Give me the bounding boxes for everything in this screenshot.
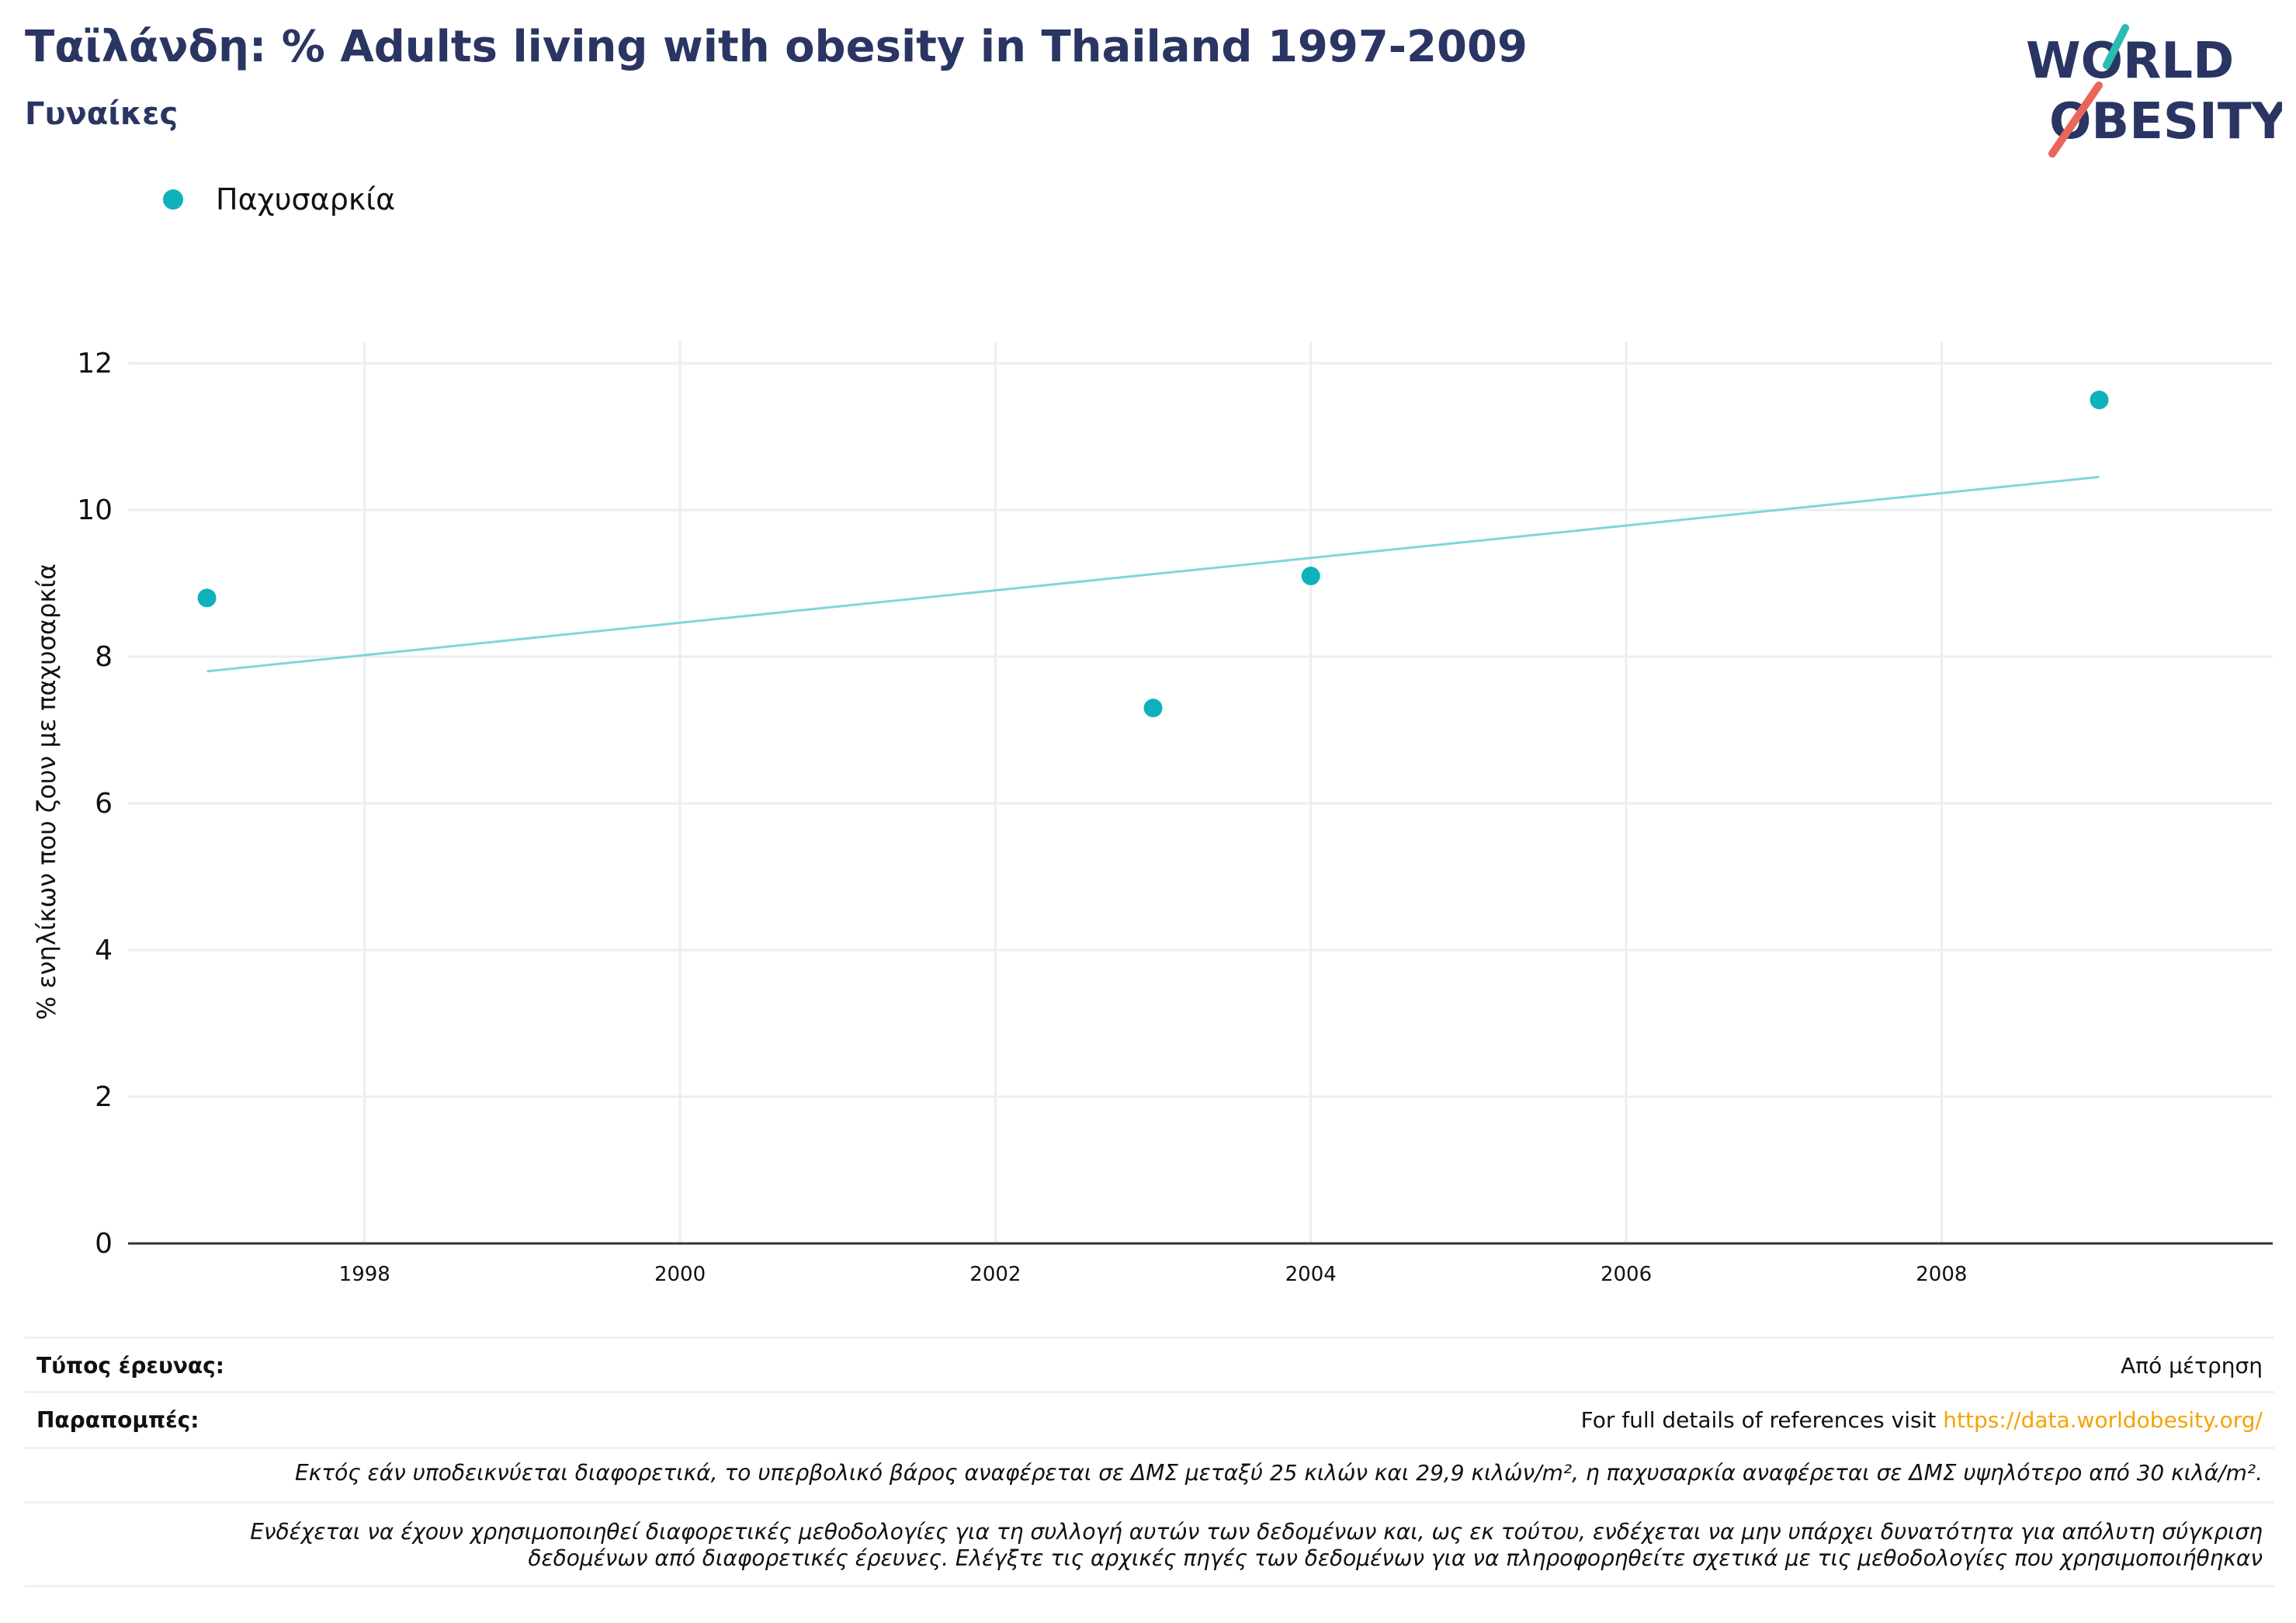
y-tick-label: 12 bbox=[77, 348, 113, 380]
legend-marker bbox=[163, 189, 183, 210]
chart-title: Ταϊλάνδη: % Adults living with obesity i… bbox=[25, 22, 1528, 72]
references-row: Παραπομπές: For full details of referenc… bbox=[25, 1391, 2274, 1448]
data-point bbox=[1143, 699, 1163, 718]
note-definition: Εκτός εάν υποδεικνύεται διαφορετικά, το … bbox=[295, 1460, 2263, 1486]
note-methodology-line2: δεδομένων από διαφορετικές έρευνες. Ελέγ… bbox=[528, 1545, 2263, 1571]
y-tick-label: 8 bbox=[95, 641, 113, 673]
chart-plot: 1998 2000 2002 2004 2006 2008 0 2 4 6 8 10 12 bbox=[77, 342, 2273, 1286]
references-text: For full details of references visit bbox=[1580, 1407, 1944, 1433]
y-tick-label: 4 bbox=[95, 935, 113, 966]
y-tick-label: 0 bbox=[95, 1228, 113, 1260]
x-tick-label: 2000 bbox=[654, 1263, 706, 1286]
survey-type-row: Τύπος έρευνας: Από μέτρηση bbox=[25, 1337, 2274, 1393]
x-tick-label: 2002 bbox=[969, 1263, 1021, 1286]
y-tick-label: 2 bbox=[95, 1081, 113, 1113]
chart-subtitle: Γυναίκες bbox=[25, 96, 179, 132]
survey-type-label: Τύπος έρευνας: bbox=[36, 1353, 224, 1379]
references-value: For full details of references visit htt… bbox=[1581, 1407, 2263, 1433]
logo-red-stroke bbox=[2048, 81, 2103, 158]
x-tick-label: 2008 bbox=[1916, 1263, 1967, 1286]
references-label: Παραπομπές: bbox=[36, 1407, 199, 1433]
world-obesity-logo: WORLD OBESITY bbox=[2026, 24, 2282, 158]
data-point bbox=[1301, 567, 1320, 586]
legend: Παχυσαρκία bbox=[163, 180, 395, 219]
note2-row: Ενδέχεται να έχουν χρησιμοποιηθεί διαφορ… bbox=[25, 1501, 2274, 1587]
x-tick-label: 1998 bbox=[339, 1263, 390, 1286]
note1-row: Εκτός εάν υποδεικνύεται διαφορετικά, το … bbox=[25, 1447, 2274, 1503]
logo-line1: WORLD bbox=[2026, 33, 2234, 90]
data-point bbox=[2090, 390, 2109, 410]
survey-type-value: Από μέτρηση bbox=[2121, 1353, 2263, 1379]
references-link[interactable]: https://data.worldobesity.org/ bbox=[1943, 1407, 2263, 1433]
x-tick-label: 2004 bbox=[1285, 1263, 1337, 1286]
data-point bbox=[197, 588, 217, 608]
note-methodology: Ενδέχεται να έχουν χρησιμοποιηθεί διαφορ… bbox=[43, 1519, 2263, 1572]
trend-line bbox=[206, 475, 2100, 673]
y-tick-label: 10 bbox=[77, 494, 113, 526]
logo-teal-stroke bbox=[2103, 24, 2129, 69]
legend-label: Παχυσαρκία bbox=[216, 182, 396, 217]
x-tick-label: 2006 bbox=[1601, 1263, 1652, 1286]
note-methodology-line1: Ενδέχεται να έχουν χρησιμοποιηθεί διαφορ… bbox=[250, 1519, 2263, 1545]
y-tick-label: 6 bbox=[95, 788, 113, 820]
